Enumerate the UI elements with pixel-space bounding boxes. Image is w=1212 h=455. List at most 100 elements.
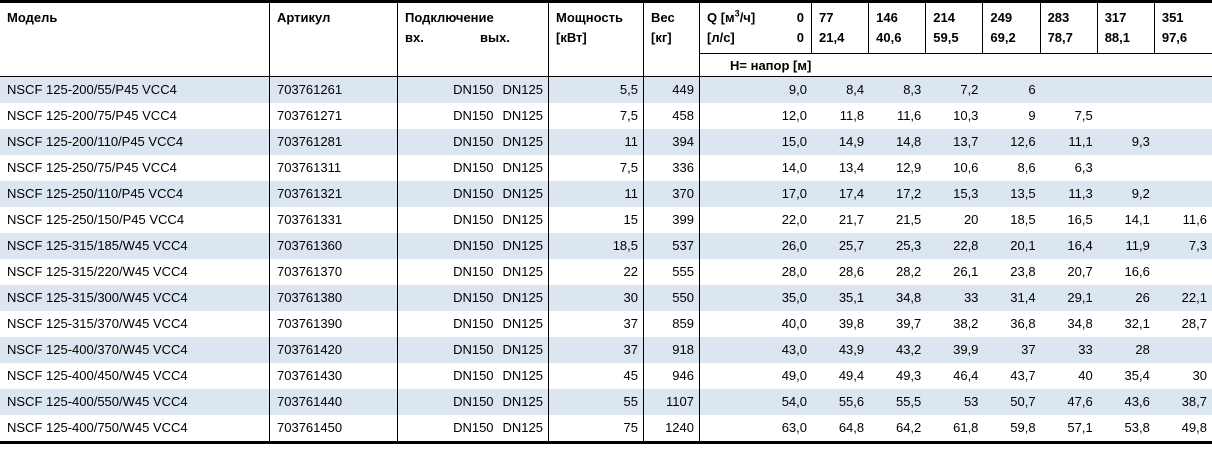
head-value-cell: 26,0 <box>781 238 807 253</box>
article-cell: 703761420 <box>270 337 398 363</box>
connection-cell: DN150 DN125 <box>398 181 549 207</box>
head-value-cell: 21,5 <box>895 212 922 227</box>
outlet-value: DN125 <box>502 134 543 149</box>
head-value-cell: 11,6 <box>896 108 922 123</box>
head-value-cell: 9 <box>1028 108 1036 123</box>
head-value-cell: 37 <box>1021 342 1036 357</box>
inlet-value: DN150 <box>453 160 494 175</box>
q-m3h-value: 249 <box>990 10 1013 25</box>
connection-sublabels: вх. вых. <box>405 28 548 48</box>
head-value-cell: 7,3 <box>1188 238 1207 253</box>
head-value-cell: 55,5 <box>895 394 922 409</box>
connection-cell: DN150 DN125 <box>398 207 549 233</box>
power-unit: [кВт] <box>556 30 587 45</box>
q-ls-value: 88,1 <box>1104 30 1131 45</box>
col-header-q: Q [м3/ч] 0 [л/с] 0 <box>700 3 812 53</box>
head-value-cell <box>1155 77 1212 103</box>
outlet-value: DN125 <box>502 290 543 305</box>
head-value-cell: 8,4 <box>846 82 865 97</box>
power-cell: 11 <box>549 181 644 207</box>
q-ls-value: 97,6 <box>1161 30 1188 45</box>
power-cell: 30 <box>549 285 644 311</box>
head-value-cell: 43,0 <box>781 342 807 357</box>
col-header-q-value: 146 40,6 <box>869 3 927 53</box>
model-cell: NSCF 125-400/370/W45 VCC4 <box>0 337 270 363</box>
q-m3h-value: 317 <box>1104 10 1127 25</box>
power-cell: 37 <box>549 337 644 363</box>
connection-cell: DN150 DN125 <box>398 233 549 259</box>
power-cell: 55 <box>549 389 644 415</box>
weight-cell: 537 <box>644 233 700 259</box>
head-value-cell: 33 <box>963 290 979 305</box>
head-value-cell: 11,3 <box>1068 186 1093 201</box>
head-value-cell <box>1041 77 1098 103</box>
head-value-cell: 38,7 <box>1181 394 1207 409</box>
head-value-cell: 14,9 <box>838 134 865 149</box>
q-flow-line: Q [м3/ч] 0 <box>707 8 811 28</box>
head-value-cell: 28 <box>1135 342 1150 357</box>
head-value-cell: 7,2 <box>960 82 979 97</box>
connection-cell: DN150 DN125 <box>398 363 549 389</box>
connection-cell: DN150 DN125 <box>398 311 549 337</box>
table-row: NSCF 125-315/220/W45 VCC4 703761370 DN150 D… <box>0 259 1212 285</box>
q-ls-line: [л/с] 0 <box>707 28 811 48</box>
model-cell: NSCF 125-250/110/P45 VCC4 <box>0 181 270 207</box>
article-cell: 703761440 <box>270 389 398 415</box>
head-value-cell: 55,6 <box>838 394 865 409</box>
inlet-value: DN150 <box>453 394 494 409</box>
col-header-q-value: 249 69,2 <box>983 3 1041 53</box>
power-cell: 45 <box>549 363 644 389</box>
head-value-cell: 10,3 <box>953 108 979 123</box>
model-cell: NSCF 125-250/75/P45 VCC4 <box>0 155 270 181</box>
connection-cell: DN150 DN125 <box>398 155 549 181</box>
model-cell: NSCF 125-400/450/W45 VCC4 <box>0 363 270 389</box>
head-value-cell <box>1155 181 1212 207</box>
inlet-value: DN150 <box>453 212 494 227</box>
head-value-cell: 61,8 <box>953 420 979 435</box>
head-value-cell: 49,4 <box>838 368 865 383</box>
weight-unit: [кг] <box>651 30 672 45</box>
head-value-cell: 20,1 <box>1010 238 1036 253</box>
q-ls-label: [л/с] <box>707 30 735 45</box>
head-value-cell: 28,7 <box>1181 316 1207 331</box>
inlet-value: DN150 <box>453 186 494 201</box>
col-header-q-value: 283 78,7 <box>1041 3 1098 53</box>
model-cell: NSCF 125-315/220/W45 VCC4 <box>0 259 270 285</box>
col-header-q-value: 214 59,5 <box>926 3 984 53</box>
article-cell: 703761360 <box>270 233 398 259</box>
weight-cell: 458 <box>644 103 700 129</box>
col-header-inlet: вх. <box>405 30 424 45</box>
power-cell: 7,5 <box>549 103 644 129</box>
head-value-cell: 49,0 <box>781 368 807 383</box>
head-value-cell: 16,5 <box>1067 212 1093 227</box>
head-value-cell: 53,8 <box>1124 420 1150 435</box>
head-value-cell: 6,3 <box>1074 160 1093 175</box>
connection-cell: DN150 DN125 <box>398 129 549 155</box>
model-cell: NSCF 125-400/750/W45 VCC4 <box>0 415 270 441</box>
head-value-cell: 33 <box>1078 342 1093 357</box>
article-cell: 703761321 <box>270 181 398 207</box>
col-header-q-value: 317 88,1 <box>1098 3 1155 53</box>
inlet-value: DN150 <box>453 108 494 123</box>
head-value-cell: 46,4 <box>953 368 979 383</box>
weight-cell: 1240 <box>644 415 700 441</box>
head-value-cell: 39,8 <box>838 316 865 331</box>
q-zero-value: 0 <box>796 10 804 25</box>
head-value-cell <box>1155 259 1212 285</box>
head-value-cell: 49,3 <box>895 368 922 383</box>
inlet-value: DN150 <box>453 264 494 279</box>
head-value-cell: 15,3 <box>953 186 979 201</box>
q-m3h-value: 351 <box>1161 10 1184 25</box>
head-value-cell: 47,6 <box>1067 394 1093 409</box>
q-m3h-value: 283 <box>1047 10 1070 25</box>
article-cell: 703761281 <box>270 129 398 155</box>
head-value-cell: 49,8 <box>1181 420 1207 435</box>
head-value-cell: 43,2 <box>895 342 922 357</box>
head-value-cell: 20 <box>963 212 979 227</box>
col-header-q-value: 351 97,6 <box>1155 3 1212 53</box>
head-value-cell: 35,4 <box>1124 368 1150 383</box>
connection-cell: DN150 DN125 <box>398 285 549 311</box>
weight-cell: 918 <box>644 337 700 363</box>
head-value-cell: 7,5 <box>1074 108 1093 123</box>
power-cell: 37 <box>549 311 644 337</box>
